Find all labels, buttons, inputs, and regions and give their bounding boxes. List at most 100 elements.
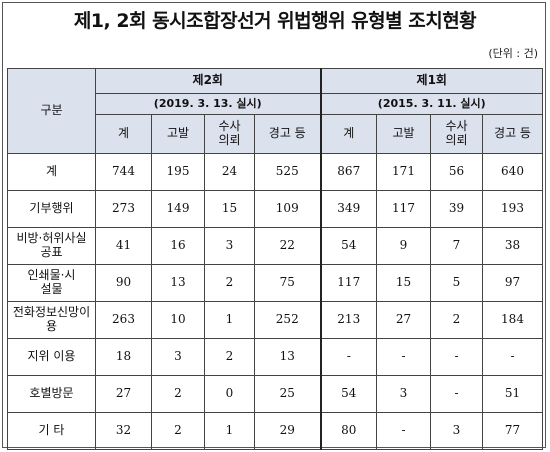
cell-value: - bbox=[376, 412, 431, 450]
cell-value: 171 bbox=[376, 153, 431, 191]
cell-value: 867 bbox=[319, 153, 377, 191]
header-group-2nd: 제2회 bbox=[95, 68, 321, 94]
header-col-accusation: 고발 bbox=[151, 114, 205, 154]
page-title: 제1, 2회 동시조합장선거 위법행위 유형별 조치현황 bbox=[73, 10, 477, 32]
cell-value: 193 bbox=[482, 190, 543, 228]
cell-value: 32 bbox=[95, 412, 152, 450]
cell-value: 39 bbox=[430, 190, 483, 228]
row-label: 기 타 bbox=[7, 412, 96, 450]
cell-value: 213 bbox=[319, 301, 377, 339]
table-row: 호별방문 27 2 0 25 54 3 - 51 bbox=[7, 375, 543, 413]
cell-value: 29 bbox=[254, 412, 321, 450]
cell-value: 51 bbox=[482, 375, 543, 413]
cell-value: 3 bbox=[430, 412, 483, 450]
cell-value: 184 bbox=[482, 301, 543, 339]
cell-value: 10 bbox=[151, 301, 205, 339]
cell-value: - bbox=[430, 338, 483, 376]
cell-value: 0 bbox=[204, 375, 255, 413]
cell-value: 3 bbox=[376, 375, 431, 413]
cell-value: 54 bbox=[319, 227, 377, 265]
cell-value: 149 bbox=[151, 190, 205, 228]
cell-value: 75 bbox=[254, 264, 321, 302]
cell-value: 54 bbox=[319, 375, 377, 413]
header-col-total: 계 bbox=[319, 114, 377, 154]
cell-value: 24 bbox=[204, 153, 255, 191]
cell-value: 15 bbox=[204, 190, 255, 228]
header-col-total: 계 bbox=[95, 114, 152, 154]
cell-value: 90 bbox=[95, 264, 152, 302]
row-label-text: 전화정보신망이용 bbox=[12, 305, 91, 333]
header-col-warning: 경고 등 bbox=[482, 114, 543, 154]
row-label: 비방·허위사실공표 bbox=[7, 227, 96, 265]
cell-value: 109 bbox=[254, 190, 321, 228]
cell-value: - bbox=[482, 338, 543, 376]
cell-value: 7 bbox=[430, 227, 483, 265]
cell-value: 38 bbox=[482, 227, 543, 265]
cell-value: 80 bbox=[319, 412, 377, 450]
cell-value: 2 bbox=[204, 338, 255, 376]
cell-value: 3 bbox=[151, 338, 205, 376]
cell-value: 2 bbox=[151, 412, 205, 450]
cell-value: 117 bbox=[376, 190, 431, 228]
cell-value: 263 bbox=[95, 301, 152, 339]
row-label: 호별방문 bbox=[7, 375, 96, 413]
cell-value: 1 bbox=[204, 412, 255, 450]
cell-value: 22 bbox=[254, 227, 321, 265]
cell-value: 2 bbox=[204, 264, 255, 302]
cell-value: 2 bbox=[151, 375, 205, 413]
cell-value: 27 bbox=[376, 301, 431, 339]
results-table: 구분 제2회 제1회 (2019. 3. 13. 실시) (2015. 3. 1… bbox=[7, 68, 543, 450]
table-row: 지위 이용 18 3 2 13 - - - - bbox=[7, 338, 543, 376]
cell-value: 5 bbox=[430, 264, 483, 302]
table-row: 계 744 195 24 525 867 171 56 640 bbox=[7, 153, 543, 191]
cell-value: 195 bbox=[151, 153, 205, 191]
row-label: 전화정보신망이용 bbox=[7, 301, 96, 339]
header-col-investigation-label: 수사의뢰 bbox=[218, 119, 241, 147]
row-label: 인쇄물·시설물 bbox=[7, 264, 96, 302]
header-col-accusation: 고발 bbox=[376, 114, 431, 154]
header-category: 구분 bbox=[7, 68, 96, 154]
cell-value: 13 bbox=[254, 338, 321, 376]
cell-value: 3 bbox=[204, 227, 255, 265]
cell-value: 27 bbox=[95, 375, 152, 413]
cell-value: 117 bbox=[319, 264, 377, 302]
cell-value: 18 bbox=[95, 338, 152, 376]
cell-value: 525 bbox=[254, 153, 321, 191]
header-group-1st: 제1회 bbox=[319, 68, 543, 94]
row-label: 기부행위 bbox=[7, 190, 96, 228]
cell-value: - bbox=[430, 375, 483, 413]
header-col-investigation-label: 수사의뢰 bbox=[445, 119, 468, 147]
cell-value: 13 bbox=[151, 264, 205, 302]
row-label-text: 비방·허위사실공표 bbox=[16, 231, 87, 259]
table-row: 비방·허위사실공표 41 16 3 22 54 9 7 38 bbox=[7, 227, 543, 265]
header-col-investigation: 수사의뢰 bbox=[430, 114, 483, 154]
header-date-1st: (2015. 3. 11. 실시) bbox=[319, 93, 543, 115]
cell-value: 744 bbox=[95, 153, 152, 191]
header-col-warning: 경고 등 bbox=[254, 114, 321, 154]
table-row: 기부행위 273 149 15 109 349 117 39 193 bbox=[7, 190, 543, 228]
row-label: 계 bbox=[7, 153, 96, 191]
cell-value: 2 bbox=[430, 301, 483, 339]
table-row: 기 타 32 2 1 29 80 - 3 77 bbox=[7, 412, 543, 450]
cell-value: 25 bbox=[254, 375, 321, 413]
cell-value: 252 bbox=[254, 301, 321, 339]
cell-value: 349 bbox=[319, 190, 377, 228]
cell-value: 41 bbox=[95, 227, 152, 265]
cell-value: 640 bbox=[482, 153, 543, 191]
cell-value: 56 bbox=[430, 153, 483, 191]
header-col-investigation: 수사의뢰 bbox=[204, 114, 255, 154]
cell-value: 77 bbox=[482, 412, 543, 450]
table-row: 전화정보신망이용 263 10 1 252 213 27 2 184 bbox=[7, 301, 543, 339]
unit-note: (단위 : 건) bbox=[488, 47, 538, 60]
table-row: 인쇄물·시설물 90 13 2 75 117 15 5 97 bbox=[7, 264, 543, 302]
cell-value: - bbox=[319, 338, 377, 376]
cell-value: - bbox=[376, 338, 431, 376]
row-label-text: 인쇄물·시설물 bbox=[27, 268, 76, 296]
cell-value: 16 bbox=[151, 227, 205, 265]
cell-value: 15 bbox=[376, 264, 431, 302]
cell-value: 1 bbox=[204, 301, 255, 339]
header-date-2nd: (2019. 3. 13. 실시) bbox=[95, 93, 321, 115]
row-label: 지위 이용 bbox=[7, 338, 96, 376]
cell-value: 273 bbox=[95, 190, 152, 228]
cell-value: 9 bbox=[376, 227, 431, 265]
